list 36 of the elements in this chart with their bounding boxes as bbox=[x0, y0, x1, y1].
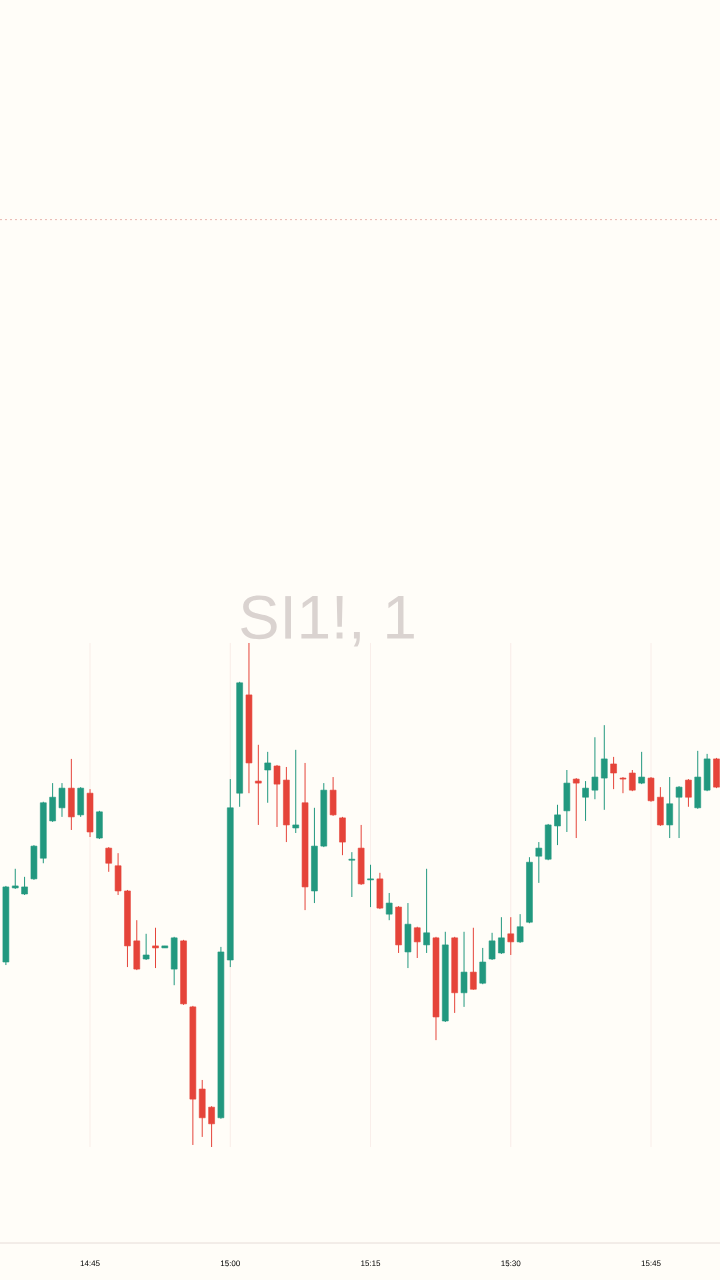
candlestick bbox=[49, 782, 56, 823]
candlestick bbox=[498, 916, 505, 955]
candlestick bbox=[675, 785, 683, 839]
candlestick bbox=[516, 913, 524, 944]
candlestick bbox=[11, 868, 19, 890]
candlestick bbox=[601, 724, 608, 811]
candlestick bbox=[385, 892, 393, 921]
candlestick bbox=[610, 756, 617, 790]
candlestick bbox=[488, 932, 496, 961]
candlestick bbox=[58, 782, 66, 818]
candlestick bbox=[666, 776, 673, 839]
candlestick bbox=[685, 778, 692, 808]
candlestick bbox=[638, 751, 645, 785]
candlestick bbox=[264, 751, 271, 804]
candlestick bbox=[105, 846, 112, 873]
candlestick bbox=[273, 764, 281, 828]
candlestick bbox=[255, 744, 262, 826]
candlestick bbox=[619, 776, 627, 794]
candlestick bbox=[591, 736, 599, 800]
candlestick bbox=[142, 933, 150, 961]
candlestick bbox=[152, 927, 159, 969]
candlestick bbox=[348, 851, 356, 898]
candlestick bbox=[208, 1105, 215, 1148]
candlestick bbox=[647, 776, 655, 803]
candlestick bbox=[413, 926, 421, 959]
candlestick bbox=[292, 749, 300, 834]
candlestick bbox=[554, 804, 561, 846]
candlestick bbox=[582, 780, 589, 822]
candlestick bbox=[507, 916, 515, 956]
candlestick bbox=[423, 868, 430, 954]
candlestick bbox=[479, 947, 486, 985]
candlestick bbox=[367, 864, 374, 908]
candlestick bbox=[470, 927, 477, 991]
candlestick bbox=[535, 841, 543, 884]
candlestick bbox=[460, 931, 468, 1008]
candlestick bbox=[572, 777, 580, 839]
